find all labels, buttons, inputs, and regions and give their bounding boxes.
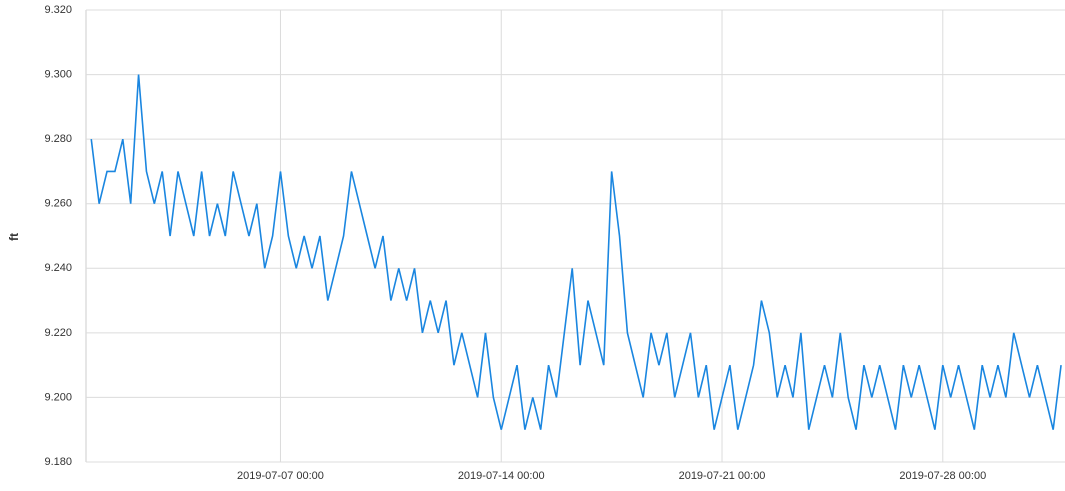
y-tick-label: 9.280	[44, 133, 72, 145]
x-tick-label: 2019-07-28 00:00	[899, 470, 986, 482]
y-tick-label: 9.240	[44, 262, 72, 274]
y-tick-label: 9.260	[44, 198, 72, 210]
y-tick-label: 9.220	[44, 327, 72, 339]
x-tick-label: 2019-07-07 00:00	[237, 470, 324, 482]
y-tick-label: 9.300	[44, 68, 72, 80]
data-line	[90, 74, 1062, 430]
y-axis-label: ft	[7, 233, 21, 241]
x-tick-label: 2019-07-14 00:00	[458, 470, 545, 482]
y-tick-label: 9.180	[44, 456, 72, 468]
x-tick-label: 2019-07-21 00:00	[679, 470, 766, 482]
y-tick-label: 9.320	[44, 4, 72, 16]
y-tick-label: 9.200	[44, 391, 72, 403]
